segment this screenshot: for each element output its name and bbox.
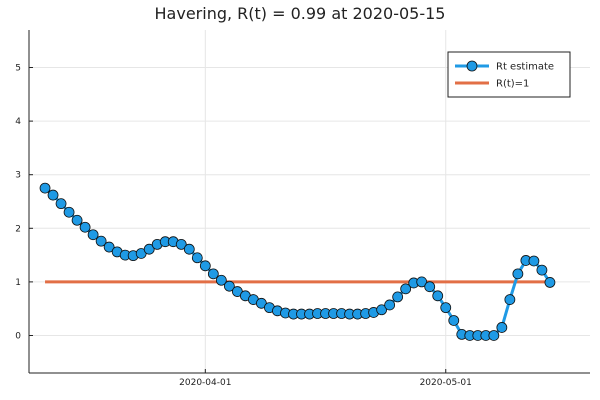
rt-estimate-point xyxy=(39,182,51,194)
rt-estimate-point xyxy=(528,255,540,267)
rt-estimate-point xyxy=(79,221,91,233)
rt-estimate-point xyxy=(376,304,388,316)
rt-estimate-point xyxy=(400,283,412,295)
legend-rt-swatch-marker xyxy=(466,60,478,72)
rt-estimate-point xyxy=(440,302,452,314)
rt-estimate-point xyxy=(544,277,556,288)
rt-estimate-point xyxy=(207,268,219,280)
rt-estimate-point xyxy=(223,280,235,292)
rt-estimate-point xyxy=(191,252,203,264)
chart-title: Havering, R(t) = 0.99 at 2020-05-15 xyxy=(155,4,446,23)
rt-estimate-point xyxy=(175,238,187,250)
rt-estimate-point xyxy=(199,260,211,272)
rt-estimate-points xyxy=(39,182,556,341)
legend-ref-label: R(t)=1 xyxy=(496,79,529,90)
x-tick-label: 2020-05-01 xyxy=(420,378,472,388)
rt-estimate-point xyxy=(416,276,428,288)
legend: Rt estimate R(t)=1 xyxy=(447,51,571,98)
legend-rt-label: Rt estimate xyxy=(496,62,554,73)
rt-estimate-point xyxy=(432,290,444,302)
rt-estimate-point xyxy=(143,243,155,255)
y-tick-label: 2 xyxy=(15,224,21,234)
rt-estimate-point xyxy=(183,243,195,255)
rt-estimate-point xyxy=(63,206,75,218)
rt-estimate-point xyxy=(47,189,59,201)
axes xyxy=(28,30,590,374)
rt-estimate-point xyxy=(384,299,396,311)
rt-estimate-point xyxy=(496,322,508,333)
rt-estimate-point xyxy=(71,214,83,226)
rt-estimate-point xyxy=(488,330,500,341)
legend-box xyxy=(447,51,571,98)
y-tick-label: 0 xyxy=(15,331,21,341)
rt-estimate-point xyxy=(504,294,516,305)
y-tick-label: 1 xyxy=(15,278,21,288)
rt-estimate-point xyxy=(392,291,404,303)
x-tick-label: 2020-04-01 xyxy=(179,378,231,388)
rt-estimate-point xyxy=(215,274,227,286)
rt-estimate-point xyxy=(424,281,436,293)
rt-estimate-point xyxy=(512,268,524,280)
y-tick-label: 3 xyxy=(15,171,21,181)
rt-estimate-point xyxy=(448,315,460,326)
y-tick-label: 5 xyxy=(15,64,21,74)
rt-estimate-point xyxy=(87,229,99,241)
rt-estimate-point xyxy=(55,198,67,210)
tick-labels: 0 1 2 3 4 5 2020-04-01 2020-05-01 xyxy=(15,64,472,388)
rt-estimate-point xyxy=(103,241,115,253)
rt-estimate-point xyxy=(536,264,548,276)
rt-estimate-point xyxy=(95,235,107,247)
y-tick-label: 4 xyxy=(15,117,21,127)
